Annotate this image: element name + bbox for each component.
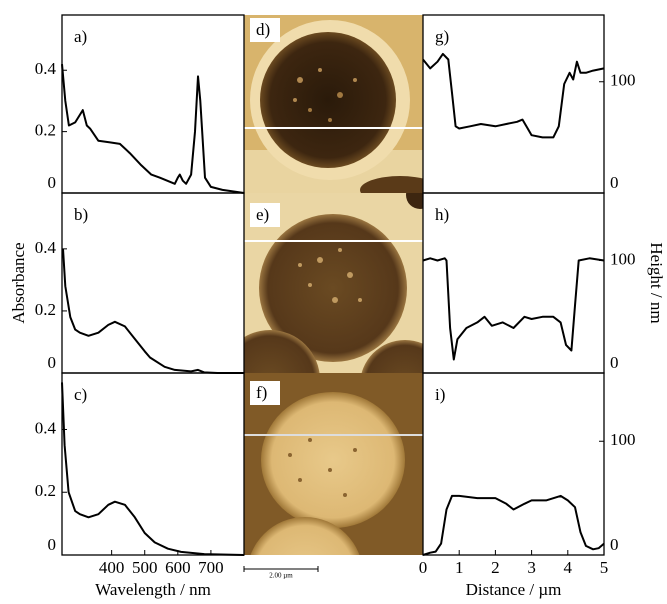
y-tick-label: 0 [48, 353, 57, 372]
afm-image-e [244, 193, 423, 373]
y-tick-label: 0.4 [35, 418, 57, 437]
y-tick-label: 0 [610, 353, 619, 372]
y-tick-label: 0 [610, 535, 619, 554]
y-axis-label: Height / nm [647, 242, 666, 323]
image-label: e) [256, 205, 269, 224]
y-tick-label: 0 [48, 173, 57, 192]
panel-label: h) [435, 205, 449, 224]
data-line [422, 494, 605, 556]
x-tick-label: 3 [527, 558, 536, 577]
x-axis-label: Wavelength / nm [95, 580, 211, 599]
axes-frame [422, 14, 605, 194]
x-tick-label: 1 [455, 558, 464, 577]
panel-label: c) [74, 385, 87, 404]
data-line [422, 257, 605, 361]
y-axis-label: Absorbance [9, 242, 28, 323]
x-tick-label: 500 [132, 558, 158, 577]
image-label: f) [256, 383, 267, 402]
y-tick-label: 100 [610, 430, 636, 449]
x-tick-label: 4 [564, 558, 573, 577]
image-label: d) [256, 20, 270, 39]
afm-image-d [244, 15, 423, 193]
panel-label: a) [74, 27, 87, 46]
scale-bar-label: 2.00 µm [269, 572, 293, 580]
data-line [422, 52, 605, 139]
x-tick-label: 2 [491, 558, 500, 577]
axes-frame [422, 372, 605, 556]
y-tick-label: 100 [610, 71, 636, 90]
x-axis-label: Distance / µm [466, 580, 562, 599]
axes-frame [61, 14, 245, 194]
panel-label: g) [435, 27, 449, 46]
y-tick-label: 0.2 [35, 121, 56, 140]
x-tick-label: 600 [165, 558, 191, 577]
label-box [250, 18, 280, 42]
x-tick-label: 0 [419, 558, 428, 577]
y-tick-label: 0 [48, 535, 57, 554]
y-tick-label: 0.2 [35, 481, 56, 500]
panel-label: b) [74, 205, 88, 224]
y-tick-label: 0.2 [35, 300, 56, 319]
data-line [62, 248, 244, 374]
x-tick-label: 400 [99, 558, 125, 577]
y-tick-label: 0 [610, 173, 619, 192]
data-line [61, 382, 245, 556]
data-line [61, 64, 245, 194]
y-tick-label: 100 [610, 249, 636, 268]
x-tick-label: 700 [198, 558, 224, 577]
axes-frame [61, 372, 245, 556]
label-box [250, 381, 280, 405]
panel-label: i) [435, 385, 445, 404]
label-box [250, 203, 280, 227]
y-tick-label: 0.4 [35, 59, 57, 78]
x-tick-label: 5 [600, 558, 609, 577]
y-tick-label: 0.4 [35, 238, 57, 257]
axes-frame [61, 192, 245, 374]
